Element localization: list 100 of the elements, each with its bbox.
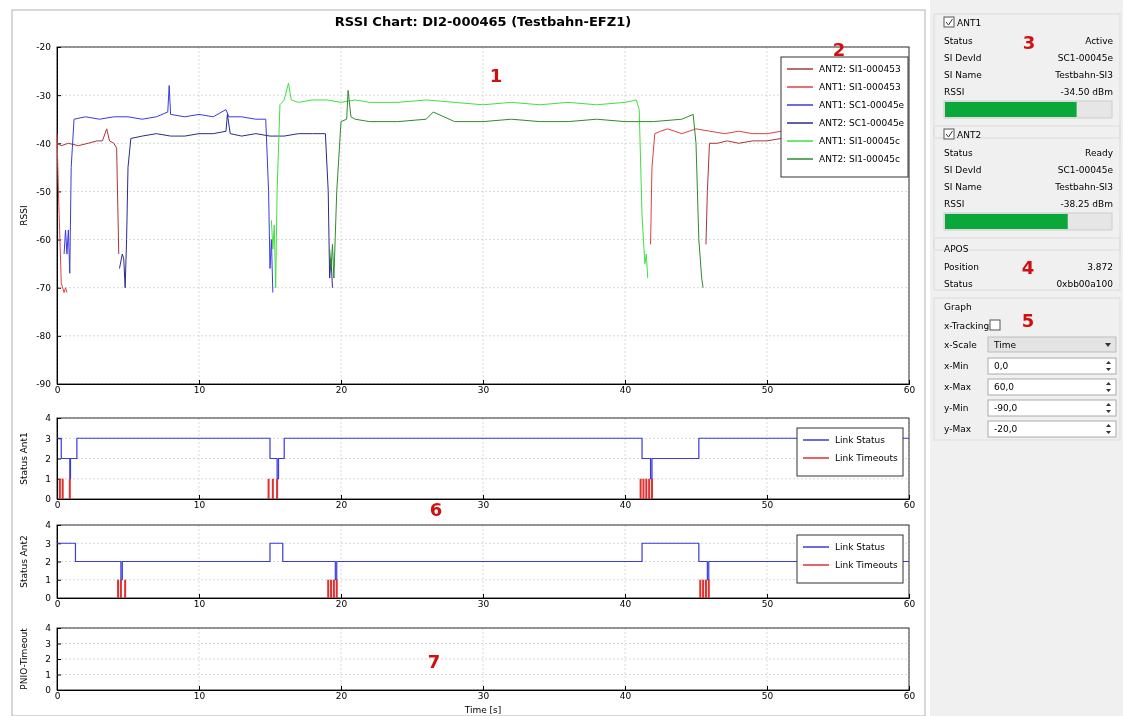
y-tick-label: -90 [36, 379, 52, 390]
text: RSSI [944, 87, 965, 97]
y-tick-label: -20 [36, 42, 52, 53]
text: 0,0 [994, 361, 1009, 371]
y-tick-label: 4 [45, 520, 52, 531]
legend-label: Link Timeouts [835, 560, 899, 570]
text: x-Tracking [944, 321, 990, 331]
x-tick-label: 20 [335, 500, 348, 511]
text: y-Max [944, 424, 972, 434]
y-tick-label: 1 [45, 575, 51, 586]
x-tick-label: 30 [477, 500, 490, 511]
x-axis-title: Time [s] [463, 705, 502, 715]
text: RSSI [944, 199, 965, 209]
text: Testbahn-SI3 [1054, 70, 1113, 80]
y-tick-label: 1 [45, 474, 51, 485]
x-tick-label: 10 [193, 385, 206, 396]
text: SI Name [944, 70, 983, 80]
x-tick-label: 40 [619, 500, 632, 511]
text: 60,0 [994, 382, 1015, 392]
text: Time [993, 340, 1017, 350]
text: SI DevId [944, 165, 982, 175]
text: APOS [944, 244, 969, 254]
text: Graph [944, 302, 972, 312]
y-tick-label: -80 [36, 331, 52, 342]
x-tick-label: 50 [761, 691, 774, 702]
x-tick-label: 50 [761, 385, 774, 396]
line-series [118, 113, 333, 289]
legend-label: Link Status [835, 542, 886, 552]
y-tick-label: -30 [36, 90, 52, 101]
x-tick-label: 0 [54, 599, 61, 610]
annotation: 2 [832, 39, 846, 60]
x-tick-label: 10 [193, 599, 206, 610]
y-tick-label: 2 [45, 556, 51, 567]
line-series [63, 85, 274, 294]
x-tick-label: 20 [335, 385, 348, 396]
legend-label: ANT2: SC1-00045e [819, 118, 905, 128]
y-tick-label: 2 [45, 453, 51, 464]
legend-label: ANT2: SI1-000453 [819, 64, 901, 74]
y-axis-title: Status Ant1 [19, 432, 29, 485]
x-tick-label: 0 [54, 500, 61, 511]
y-tick-label: 2 [45, 654, 51, 665]
x-tick-label: 20 [335, 599, 348, 610]
text: 4 [1021, 257, 1035, 278]
text: 3 [1022, 32, 1036, 53]
x-tick-label: 30 [477, 599, 490, 610]
text: 3.872 [1087, 262, 1113, 272]
x-tick-label: 60 [903, 691, 916, 702]
legend-label: ANT1: SI1-00045c [819, 136, 900, 146]
y-axis-title: PNIO-Timeout [19, 627, 29, 690]
x-tick-label: 40 [619, 385, 632, 396]
text: SC1-00045e [1057, 165, 1114, 175]
y-tick-label: -40 [36, 138, 52, 149]
text: Testbahn-SI3 [1054, 182, 1113, 192]
y-tick-label: -60 [36, 234, 52, 245]
y-tick-label: 3 [45, 538, 51, 549]
y-tick-label: 4 [45, 623, 52, 634]
x-tick-label: 10 [193, 691, 206, 702]
x-tick-label: 60 [903, 599, 916, 610]
text: Status [944, 279, 973, 289]
text: Status [944, 36, 973, 46]
y-axis-title: RSSI [19, 205, 29, 226]
text: x-Min [944, 361, 969, 371]
text: -38.25 dBm [1060, 199, 1113, 209]
text: SI Name [944, 182, 983, 192]
x-tick-label: 10 [193, 500, 206, 511]
line-series [270, 82, 649, 289]
y-tick-label: 1 [45, 669, 51, 680]
text: x-Max [944, 382, 972, 392]
text: SC1-00045e [1057, 53, 1114, 63]
x-tick-label: 0 [54, 385, 61, 396]
x-tick-label: 0 [54, 691, 61, 702]
chart-title: RSSI Chart: DI2-000465 (Testbahn-EFZ1) [334, 14, 632, 29]
legend-label: ANT2: SI1-00045c [819, 154, 900, 164]
x-tick-label: 60 [903, 385, 916, 396]
text: SI DevId [944, 53, 982, 63]
legend-label: ANT1: SC1-00045e [819, 100, 905, 110]
line-series [329, 89, 704, 289]
y-tick-label: -70 [36, 283, 52, 294]
text: x-Scale [944, 340, 978, 350]
text: Ready [1085, 148, 1114, 158]
text: 5 [1021, 310, 1035, 331]
annotation: 6 [429, 499, 443, 520]
legend-label: Link Status [835, 435, 886, 445]
x-tick-label: 40 [619, 691, 632, 702]
text: Active [1085, 36, 1114, 46]
x-tick-label: 50 [761, 500, 774, 511]
text: -34.50 dBm [1060, 87, 1113, 97]
text: Position [944, 262, 980, 272]
annotation: 7 [427, 651, 441, 672]
text: 0xbb00a100 [1056, 279, 1114, 289]
annotation: 1 [489, 65, 503, 86]
x-tick-label: 40 [619, 599, 632, 610]
legend-label: Link Timeouts [835, 453, 899, 463]
y-tick-label: -50 [36, 186, 52, 197]
legend-label: ANT1: SI1-000453 [819, 82, 901, 92]
x-tick-label: 30 [477, 691, 490, 702]
text: -90,0 [994, 403, 1018, 413]
text: ANT1 [957, 18, 982, 28]
x-tick-label: 50 [761, 599, 774, 610]
x-tick-label: 30 [477, 385, 490, 396]
